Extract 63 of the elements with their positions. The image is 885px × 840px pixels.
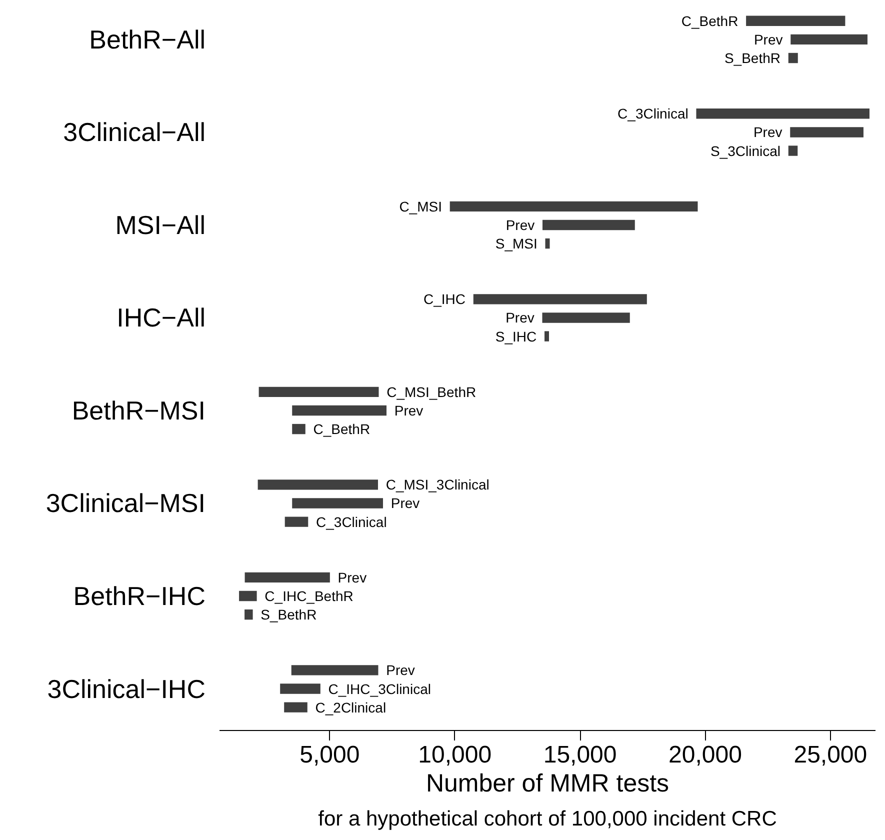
- bar: [258, 386, 379, 398]
- annotation: C_2Clinical: [315, 699, 386, 716]
- y-tick-label: BethR−IHC: [73, 581, 206, 611]
- bar: [292, 498, 383, 508]
- bar: [544, 331, 549, 342]
- annotation: Prev: [394, 402, 424, 418]
- x-tick-label: 15,000: [543, 742, 617, 768]
- annotation: C_IHC_BethR: [264, 588, 354, 604]
- annotation: S_BethR: [724, 50, 781, 66]
- annotation: S_IHC: [495, 328, 537, 344]
- annotation: S_3Clinical: [710, 142, 781, 159]
- y-tick-label: 3Clinical−All: [63, 117, 206, 148]
- y-tick-label: MSI−All: [115, 210, 206, 240]
- annotation: C_3Clinical: [316, 514, 387, 530]
- annotation: Prev: [390, 495, 420, 512]
- bar: [244, 609, 253, 620]
- annotation: C_IHC: [424, 291, 466, 308]
- x-tick-label: 5,000: [300, 742, 360, 768]
- x-axis-title: Number of MMR tests: [426, 770, 670, 798]
- x-tick-label: 10,000: [418, 742, 492, 768]
- annotation: C_BethR: [313, 421, 370, 438]
- bar: [450, 201, 698, 212]
- bar: [542, 220, 635, 230]
- annotation: C_BethR: [681, 12, 738, 29]
- bar: [280, 684, 320, 694]
- annotation: Prev: [386, 662, 415, 678]
- bar: [292, 424, 306, 434]
- bar: [542, 312, 630, 323]
- annotation: C_MSI_BethR: [386, 384, 476, 400]
- annotation: Prev: [338, 569, 367, 586]
- bar: [258, 480, 378, 490]
- y-tick-label: BethR−MSI: [72, 395, 206, 426]
- y-tick-label: 3Clinical−IHC: [47, 674, 206, 704]
- bar: [292, 405, 387, 416]
- text: for a hypothetical cohort of 100,000 incident CRC: [318, 808, 777, 830]
- annotation: Prev: [506, 310, 534, 326]
- bar: [244, 572, 330, 583]
- y-tick-label: BethR−All: [89, 24, 206, 54]
- annotation: C_MSI: [399, 198, 442, 214]
- bar: [696, 108, 870, 119]
- annotation: S_MSI: [495, 236, 538, 252]
- annotation: C_MSI_3Clinical: [386, 476, 490, 493]
- annotation: C_3Clinical: [618, 106, 688, 122]
- bar: [284, 702, 308, 712]
- annotation: S_BethR: [260, 606, 317, 623]
- bar: [790, 34, 868, 45]
- bar: [790, 127, 864, 138]
- bar: [291, 665, 378, 676]
- y-tick-label: IHC−All: [116, 302, 206, 333]
- bar: [239, 590, 257, 602]
- y-tick-label: 3Clinical−MSI: [46, 488, 206, 518]
- annotation: Prev: [506, 216, 535, 233]
- bar: [788, 52, 798, 64]
- bar: [284, 516, 308, 527]
- bar: [473, 294, 647, 304]
- x-tick-label: 25,000: [794, 742, 868, 768]
- bar: [788, 146, 798, 156]
- annotation: Prev: [754, 31, 783, 48]
- bar: [746, 16, 846, 26]
- annotation: C_IHC_3Clinical: [328, 680, 431, 697]
- bar: [545, 238, 550, 249]
- annotation: Prev: [753, 124, 782, 140]
- x-tick-label: 20,000: [668, 742, 742, 768]
